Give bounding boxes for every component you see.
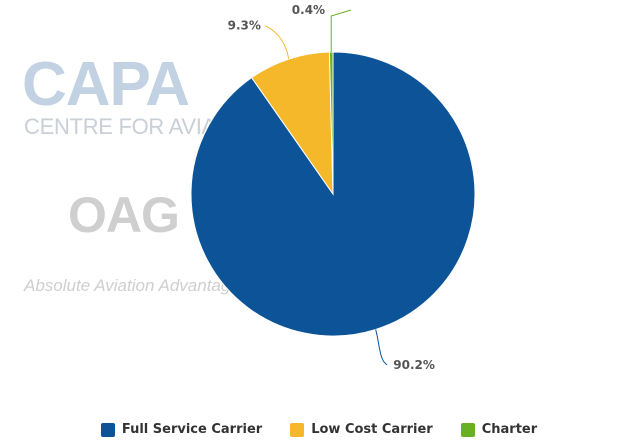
capa-watermark-logo: CAPA (22, 50, 190, 119)
oag-watermark-logo: OAG (68, 187, 180, 243)
legend-swatch-low-cost-carrier (290, 422, 305, 437)
pie-slice-low-cost-carrier[interactable] (250, 51, 334, 196)
data-label-connector-charter (330, 9, 352, 53)
data-label-low-cost-carrier: 9.3% (228, 19, 261, 33)
legend-swatch-full-service-carrier (100, 422, 115, 437)
data-label-connector-full-service-carrier (375, 329, 388, 366)
legend-item-low-cost-carrier[interactable]: Low Cost Carrier (290, 422, 433, 437)
data-label-full-service-carrier: 90.2% (393, 358, 435, 372)
data-label-charter: 0.4% (292, 3, 325, 17)
legend-label-full-service-carrier: Full Service Carrier (121, 422, 263, 437)
legend-label-charter: Charter (481, 422, 538, 437)
legend-label-low-cost-carrier: Low Cost Carrier (311, 422, 433, 437)
data-label-connector-low-cost-carrier (264, 25, 290, 60)
legend-swatch-charter (460, 422, 475, 437)
legend-item-full-service-carrier[interactable]: Full Service Carrier (100, 422, 263, 437)
oag-watermark-tagline: Absolute Aviation Advantage (24, 276, 240, 295)
legend-item-charter[interactable]: Charter (460, 422, 538, 437)
chart-legend: Full Service Carrier Low Cost Carrier Ch… (0, 422, 638, 437)
